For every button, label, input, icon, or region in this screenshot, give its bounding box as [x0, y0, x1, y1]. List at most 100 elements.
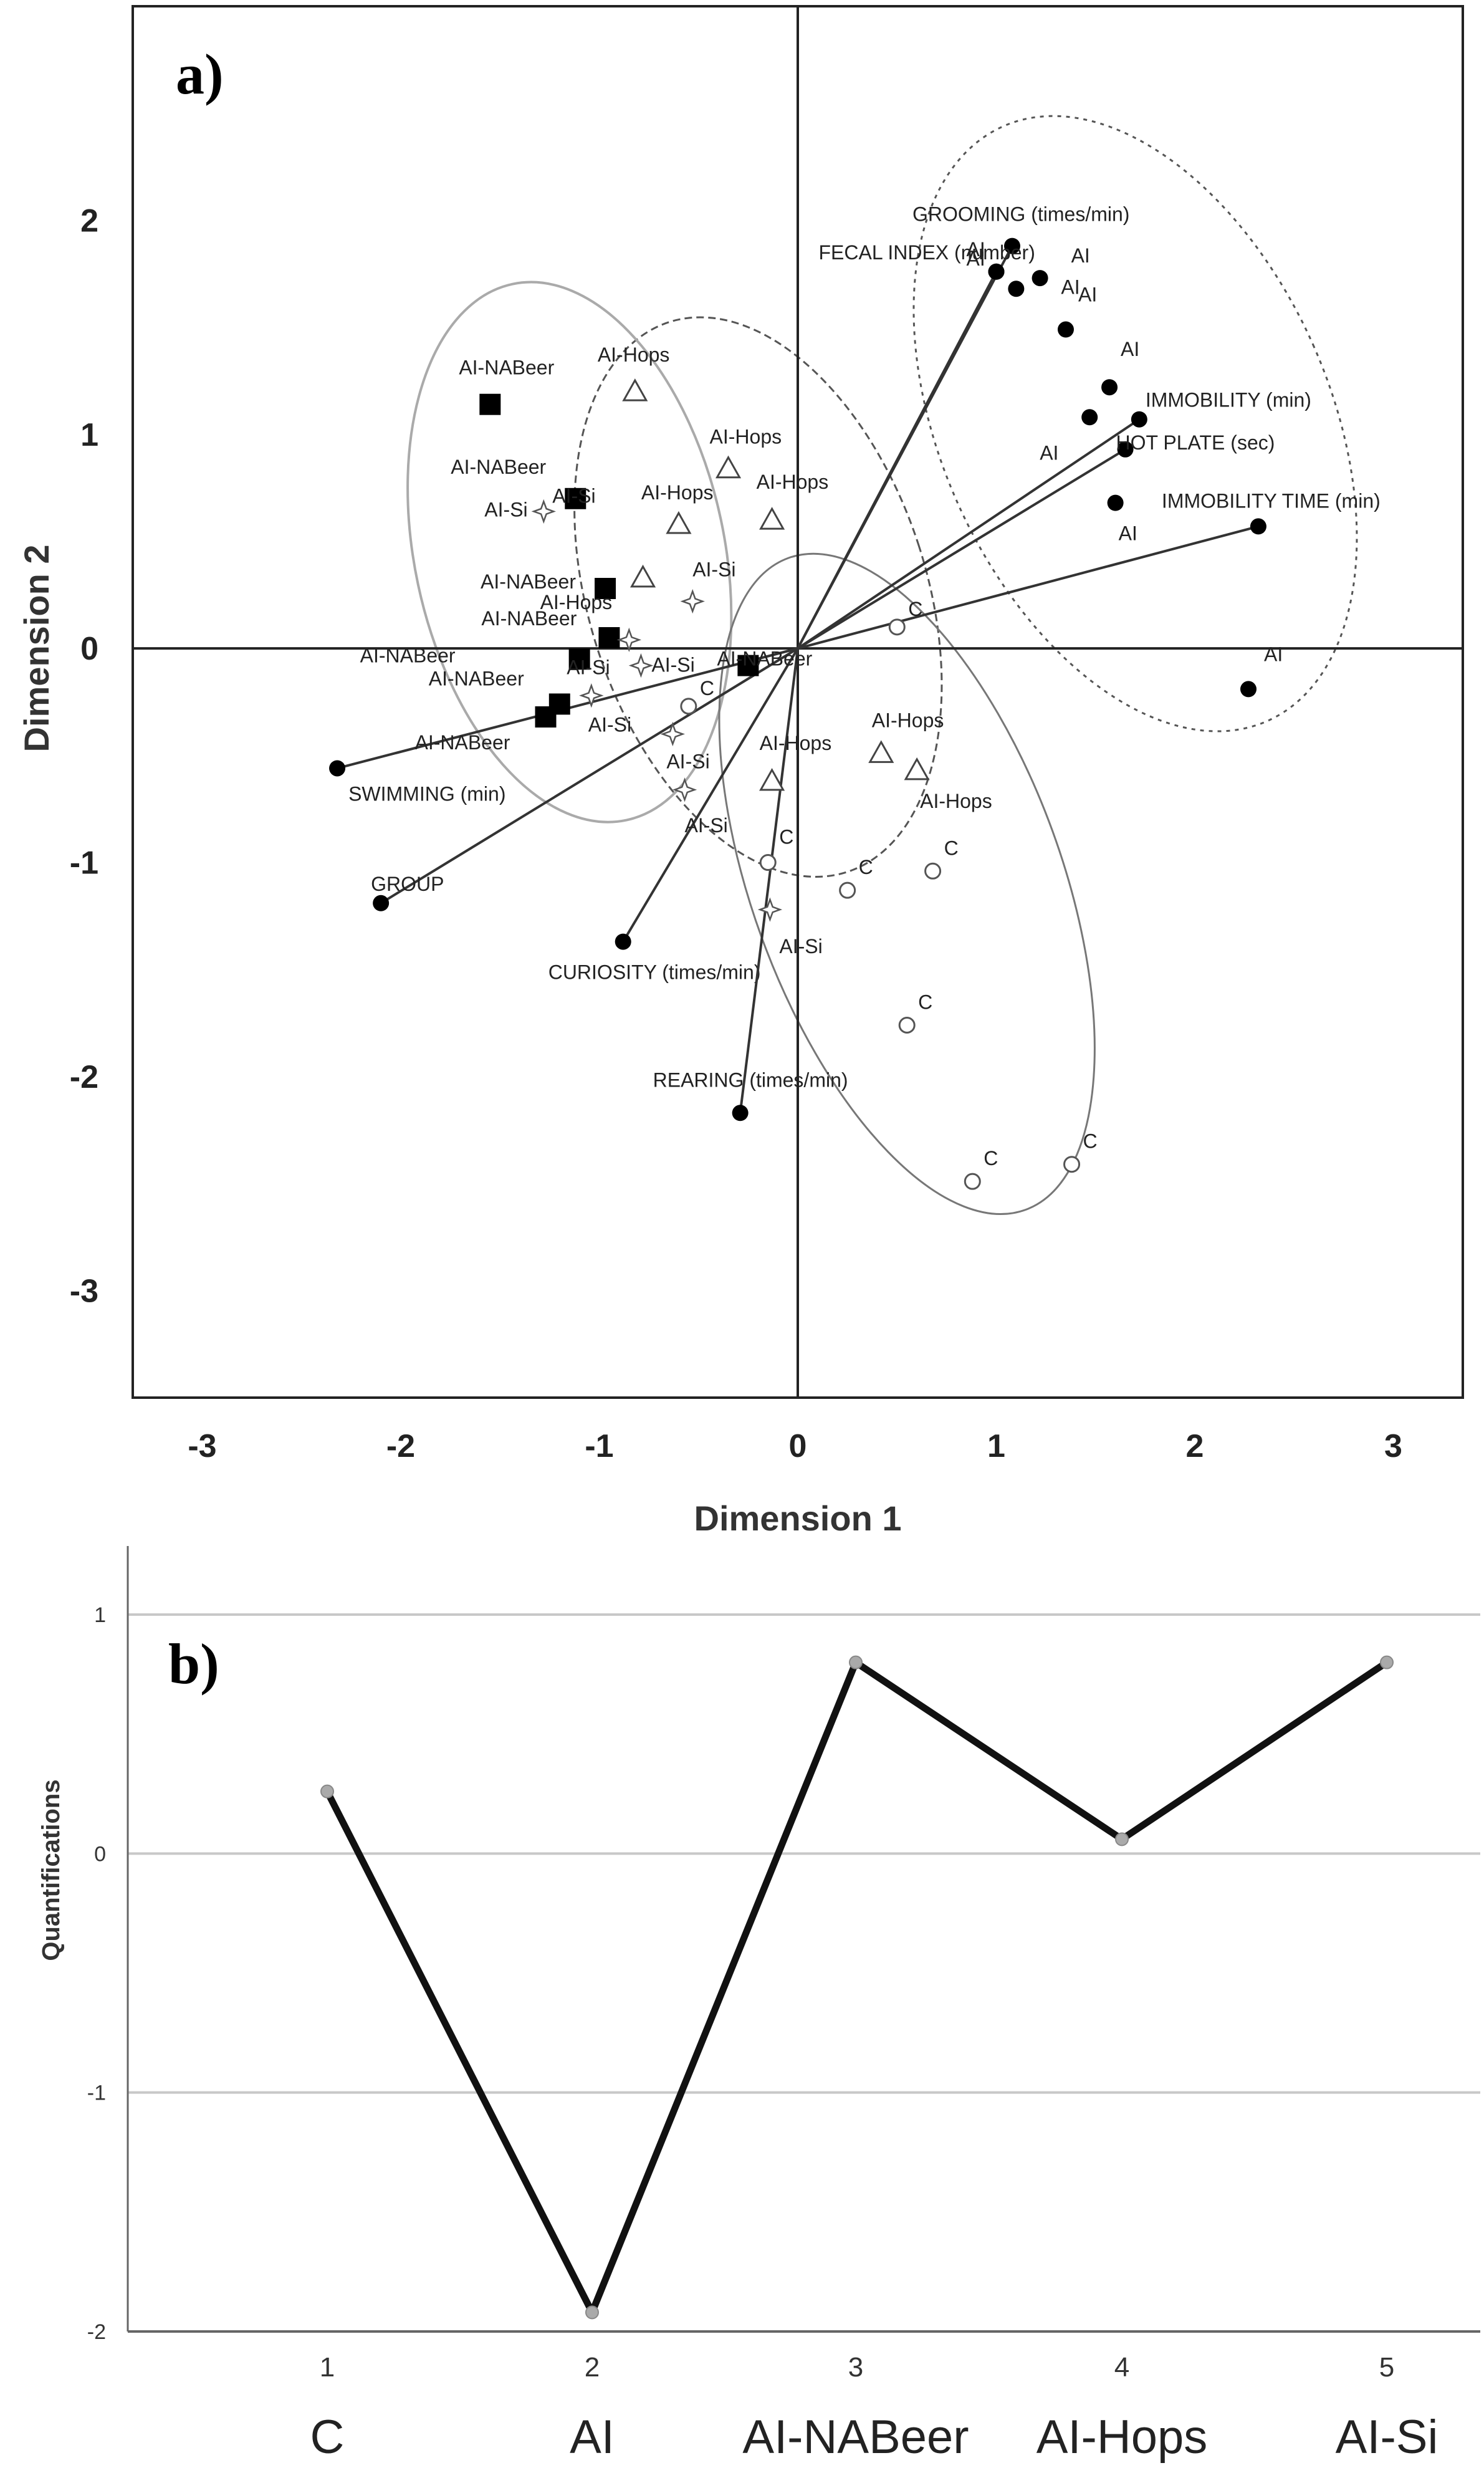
point-label: AI-Hops: [757, 471, 829, 493]
data-point-open-star: [579, 683, 604, 708]
point-label: AI-Si: [692, 559, 735, 581]
line-y-tick-label: 1: [94, 1603, 106, 1627]
data-point-open-star: [757, 897, 783, 922]
vector-endpoint: [1003, 238, 1020, 254]
point-label: AI-NABeer: [451, 456, 546, 478]
quantification-point: [320, 1784, 334, 1798]
x-tick-label: -1: [585, 1428, 613, 1464]
point-label: C: [944, 837, 959, 859]
point-label: AI: [1119, 522, 1137, 545]
point-label: AI-NABeer: [459, 357, 554, 379]
data-point-open-triangle: [868, 740, 894, 763]
line-x-tick-label: 5: [1379, 2352, 1394, 2383]
point-label: AI-Hops: [598, 343, 670, 366]
data-point-open-triangle: [622, 378, 648, 401]
point-label: AI-Si: [552, 484, 595, 507]
y-tick-label: -2: [70, 1059, 98, 1095]
quantification-point: [1380, 1655, 1394, 1669]
ellipse-ai: [912, 115, 1358, 732]
point-label: C: [1083, 1130, 1098, 1153]
category-label: AI-NABeer: [742, 2411, 969, 2464]
data-point-open-star: [680, 588, 705, 614]
line-panel-b: 1 0 -1 -2 1 2 3 4 5 C AI AI-NABeer AI-Hops AI-Si b) Q…: [37, 1546, 1480, 2464]
data-point-filled-circle: [1107, 494, 1124, 511]
point-label: C: [908, 598, 922, 620]
y-tick-label: 0: [80, 631, 98, 667]
point-label: AI-NABeer: [429, 667, 524, 689]
data-point-filled-square: [598, 627, 620, 648]
data-point-open-triangle: [666, 511, 692, 534]
line-y-axis-label: Quantifications: [37, 1779, 65, 1961]
line-x-tick-label: 4: [1114, 2352, 1129, 2383]
category-label: AI-Si: [1336, 2411, 1439, 2464]
point-label: AI-Si: [651, 654, 694, 676]
point-label: AI-Hops: [920, 790, 992, 812]
point-label: AI-Si: [567, 656, 610, 678]
point-label: AI-Si: [779, 935, 822, 958]
vector-endpoint: [373, 895, 390, 911]
data-point-filled-square: [737, 655, 759, 676]
biplot-panel-a: GROOMING (times/min) FECAL INDEX (number)…: [17, 5, 1464, 1538]
point-label: AI: [1071, 244, 1090, 267]
data-point-filled-circle: [988, 263, 1005, 280]
quantification-point: [849, 1655, 863, 1669]
vector-line: [380, 647, 799, 905]
biplot-ticks: -3 -2 -1 0 1 2 3 -3 -2 -1 0 1 2: [70, 203, 1402, 1464]
data-point-filled-square: [568, 648, 590, 670]
biplot-variable-vectors: GROOMING (times/min) FECAL INDEX (number)…: [329, 203, 1381, 1121]
panel-b-label: b): [168, 1632, 219, 1696]
y-tick-label: 1: [80, 417, 98, 453]
data-point-filled-circle: [1240, 681, 1257, 698]
data-point-filled-square: [595, 578, 616, 600]
point-label: AI-NABeer: [414, 731, 510, 754]
point-label: AI: [1264, 643, 1283, 665]
point-label: C: [859, 856, 873, 878]
data-point-open-triangle: [715, 455, 742, 479]
data-point-filled-square: [479, 393, 501, 415]
vector-endpoint: [732, 1105, 749, 1121]
line-gridlines: [128, 1613, 1480, 2333]
point-label: AI-Si: [666, 751, 709, 773]
vector-label: IMMOBILITY TIME (min): [1162, 489, 1381, 512]
category-label: AI: [570, 2411, 615, 2464]
line-y-tick-label: -2: [87, 2320, 106, 2344]
point-label: AI-Si: [484, 498, 527, 521]
data-point-open-triangle: [630, 564, 656, 588]
ellipse-ai-hops: [573, 316, 943, 878]
vector-label: GROOMING (times/min): [912, 203, 1129, 226]
data-point-open-circle: [839, 881, 856, 899]
biplot-zero-axes: [133, 6, 1463, 1398]
data-point-filled-circle: [1057, 321, 1074, 338]
point-label: AI-NABeer: [360, 644, 456, 666]
point-label: AI: [1078, 284, 1097, 306]
vector-endpoint: [329, 760, 346, 777]
point-label: AI: [967, 247, 985, 270]
point-label: AI-NABeer: [481, 570, 576, 593]
vector-line: [797, 525, 1259, 650]
data-point-open-circle: [759, 854, 777, 872]
vector-label: HOT PLATE (sec): [1116, 431, 1275, 454]
data-point-open-circle: [898, 1017, 916, 1034]
data-point-open-star: [616, 627, 641, 653]
data-point-filled-square: [535, 706, 557, 728]
point-label: AI-Hops: [710, 426, 782, 448]
data-point-filled-circle: [1101, 379, 1118, 396]
point-label: C: [918, 991, 932, 1014]
point-label: AI-Hops: [872, 709, 944, 731]
point-label: C: [700, 677, 714, 699]
biplot-x-axis-label: Dimension 1: [694, 1499, 902, 1538]
vector-label: REARING (times/min): [653, 1068, 848, 1091]
biplot-object-points: AIAIAIAIAIAIAIAIAIAI-NABeerAI-NABeerAI-N…: [360, 238, 1283, 1190]
point-label: AI: [1061, 276, 1079, 298]
y-tick-label: -1: [70, 845, 98, 881]
data-point-filled-circle: [1032, 270, 1048, 287]
vector-endpoint: [615, 933, 631, 950]
y-tick-label: -3: [70, 1273, 98, 1309]
line-ticks: 1 0 -1 -2 1 2 3 4 5 C AI AI-NABeer AI-Hops AI-Si: [87, 1603, 1439, 2464]
vector-label: SWIMMING (min): [348, 782, 505, 805]
data-point-open-triangle: [759, 767, 785, 791]
x-tick-label: 1: [987, 1428, 1005, 1464]
vector-label: FECAL INDEX (number): [819, 241, 1035, 264]
x-tick-label: 3: [1384, 1428, 1402, 1464]
data-point-open-circle: [888, 618, 906, 636]
